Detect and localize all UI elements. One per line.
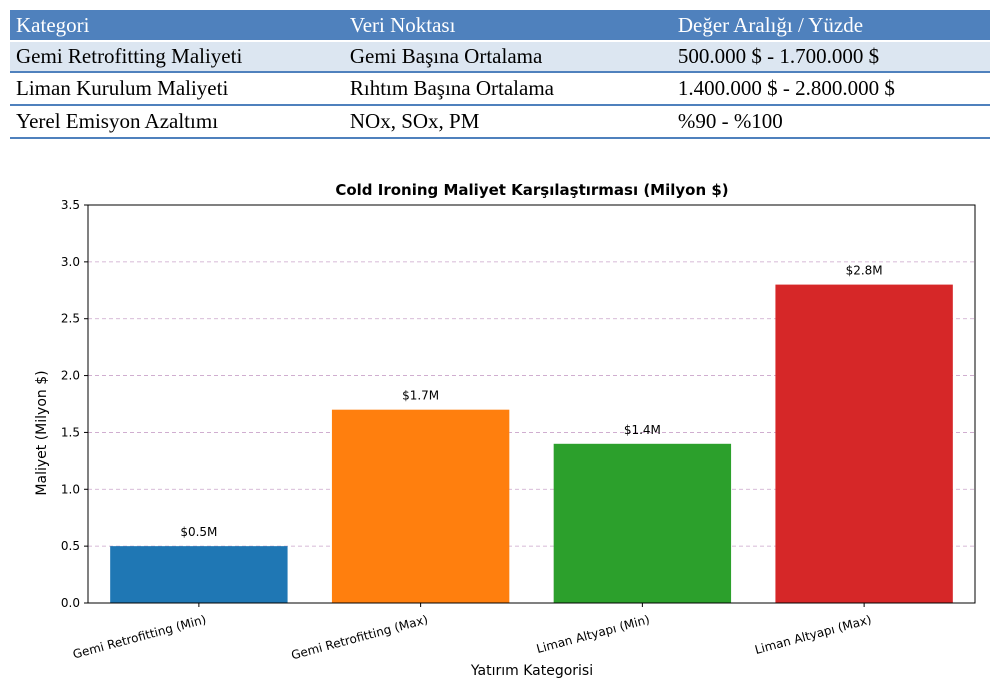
y-tick-label: 3.0	[61, 255, 80, 269]
table-cell: Gemi Retrofitting Maliyeti	[16, 44, 243, 68]
x-axis-label: Yatırım Kategorisi	[470, 663, 593, 679]
x-axis-ticks: Gemi Retrofitting (Min) Gemi Retrofitting…	[71, 603, 873, 662]
bar	[553, 443, 732, 603]
table-header-row: Kategori Veri Noktası Değer Aralığı / Yü…	[10, 10, 990, 40]
y-tick-label: 2.0	[61, 369, 80, 383]
x-tick-label: Gemi Retrofitting (Max)	[290, 612, 430, 662]
data-table: Kategori Veri Noktası Değer Aralığı / Yü…	[10, 10, 990, 139]
table-cell: Rıhtım Başına Ortalama	[349, 76, 554, 100]
bars	[110, 284, 953, 603]
y-tick-label: 0.5	[61, 539, 80, 553]
y-tick-label: 1.0	[61, 482, 80, 496]
data-label: $0.5M	[180, 525, 217, 539]
bar-chart: Cold Ironing Maliyet Karşılaştırması (Mi…	[34, 181, 976, 679]
table-header-cell: Kategori	[16, 12, 90, 37]
table-cell: 500.000 $ - 1.700.000 $	[677, 44, 880, 68]
x-tick-label: Liman Altyapı (Max)	[753, 612, 873, 657]
table-header-cell: Değer Aralığı / Yüzde	[677, 12, 864, 37]
y-tick-label: 1.5	[61, 425, 80, 439]
table-cell: Gemi Başına Ortalama	[349, 44, 543, 68]
table-row: Yerel Emisyon Azaltımı NOx, SOx, PM %90 …	[10, 104, 990, 139]
y-tick-label: 3.5	[61, 198, 80, 212]
table-cell: Yerel Emisyon Azaltımı	[16, 109, 219, 133]
table-row: Liman Kurulum Maliyeti Rıhtım Başına Ort…	[10, 71, 990, 104]
y-tick-label: 2.5	[61, 312, 80, 326]
bar	[110, 546, 288, 603]
table-cell: 1.400.000 $ - 2.800.000 $	[677, 76, 895, 100]
y-tick-label: 0.0	[61, 596, 80, 610]
data-label: $1.7M	[402, 389, 439, 403]
y-axis-ticks: 0.0 0.5 1.0 1.5 2.0 2.5 3.0 3.5	[61, 198, 88, 610]
data-label: $2.8M	[846, 264, 883, 278]
data-labels: $0.5M $1.7M $1.4M $2.8M	[180, 264, 882, 540]
plot-frame	[87, 204, 976, 604]
table-cell: %90 - %100	[677, 109, 783, 133]
table-row: Gemi Retrofitting Maliyeti Gemi Başına O…	[10, 40, 990, 71]
bar	[331, 409, 510, 603]
x-tick-label: Gemi Retrofitting (Min)	[71, 612, 207, 661]
table-header-cell: Veri Noktası	[349, 12, 456, 37]
grid-lines	[88, 261, 975, 547]
x-tick-label: Liman Altyapı (Min)	[535, 612, 651, 656]
table-cell: NOx, SOx, PM	[349, 109, 480, 133]
table-cell: Liman Kurulum Maliyeti	[16, 76, 229, 100]
data-label: $1.4M	[624, 423, 661, 437]
y-axis-label: Maliyet (Milyon $)	[34, 370, 50, 495]
chart-title: Cold Ironing Maliyet Karşılaştırması (Mi…	[335, 181, 728, 199]
bar	[775, 284, 953, 603]
